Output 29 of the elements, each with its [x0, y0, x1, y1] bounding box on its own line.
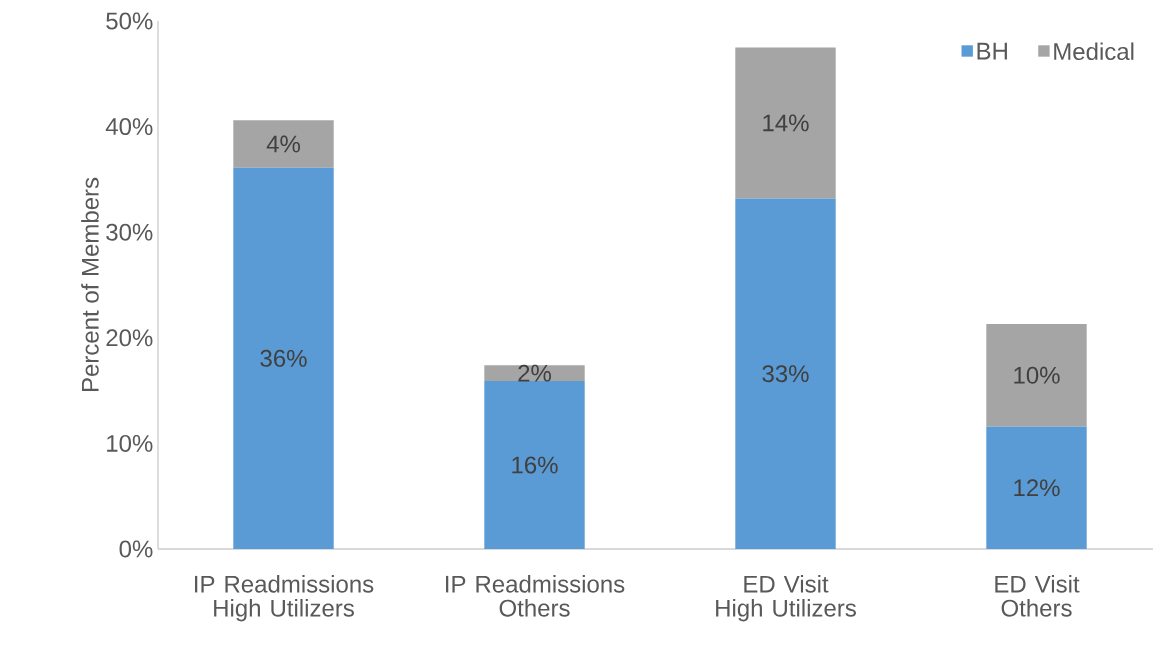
legend-label: Medical: [1054, 42, 1134, 61]
bar: [735, 47, 836, 199]
y-tick-label: 0%: [119, 540, 153, 558]
bar: [735, 198, 836, 549]
data-label: 10%: [1014, 366, 1060, 384]
legend-label: BH: [977, 42, 1007, 60]
y-tick-label: 40%: [105, 118, 153, 136]
data-label: 2%: [518, 364, 551, 382]
x-tick-label: IP Readmissions High Utilizers: [195, 575, 374, 622]
y-axis-title: Percent of Members: [81, 177, 99, 392]
y-tick-label: 20%: [106, 329, 153, 347]
bar: [233, 120, 334, 168]
y-tick-label: 50%: [106, 12, 153, 30]
y-tick-label: 30%: [106, 223, 153, 241]
data-label: 36%: [260, 349, 307, 367]
data-label: 16%: [512, 456, 558, 474]
bar: [233, 167, 334, 549]
bar: [986, 426, 1087, 549]
bar: [484, 365, 585, 382]
x-tick-label: ED Visit High Utilizers: [716, 575, 856, 622]
data-label: 14%: [763, 114, 809, 132]
bar: [986, 324, 1087, 427]
data-label: 12%: [1014, 479, 1060, 497]
x-tick-label: ED Visit Others: [995, 575, 1080, 617]
data-label: 33%: [762, 365, 809, 383]
bar: [484, 381, 585, 549]
y-tick-label: 10%: [107, 434, 153, 452]
x-tick-label: IP Readmissions Others: [446, 575, 625, 617]
data-label: 4%: [266, 135, 300, 153]
